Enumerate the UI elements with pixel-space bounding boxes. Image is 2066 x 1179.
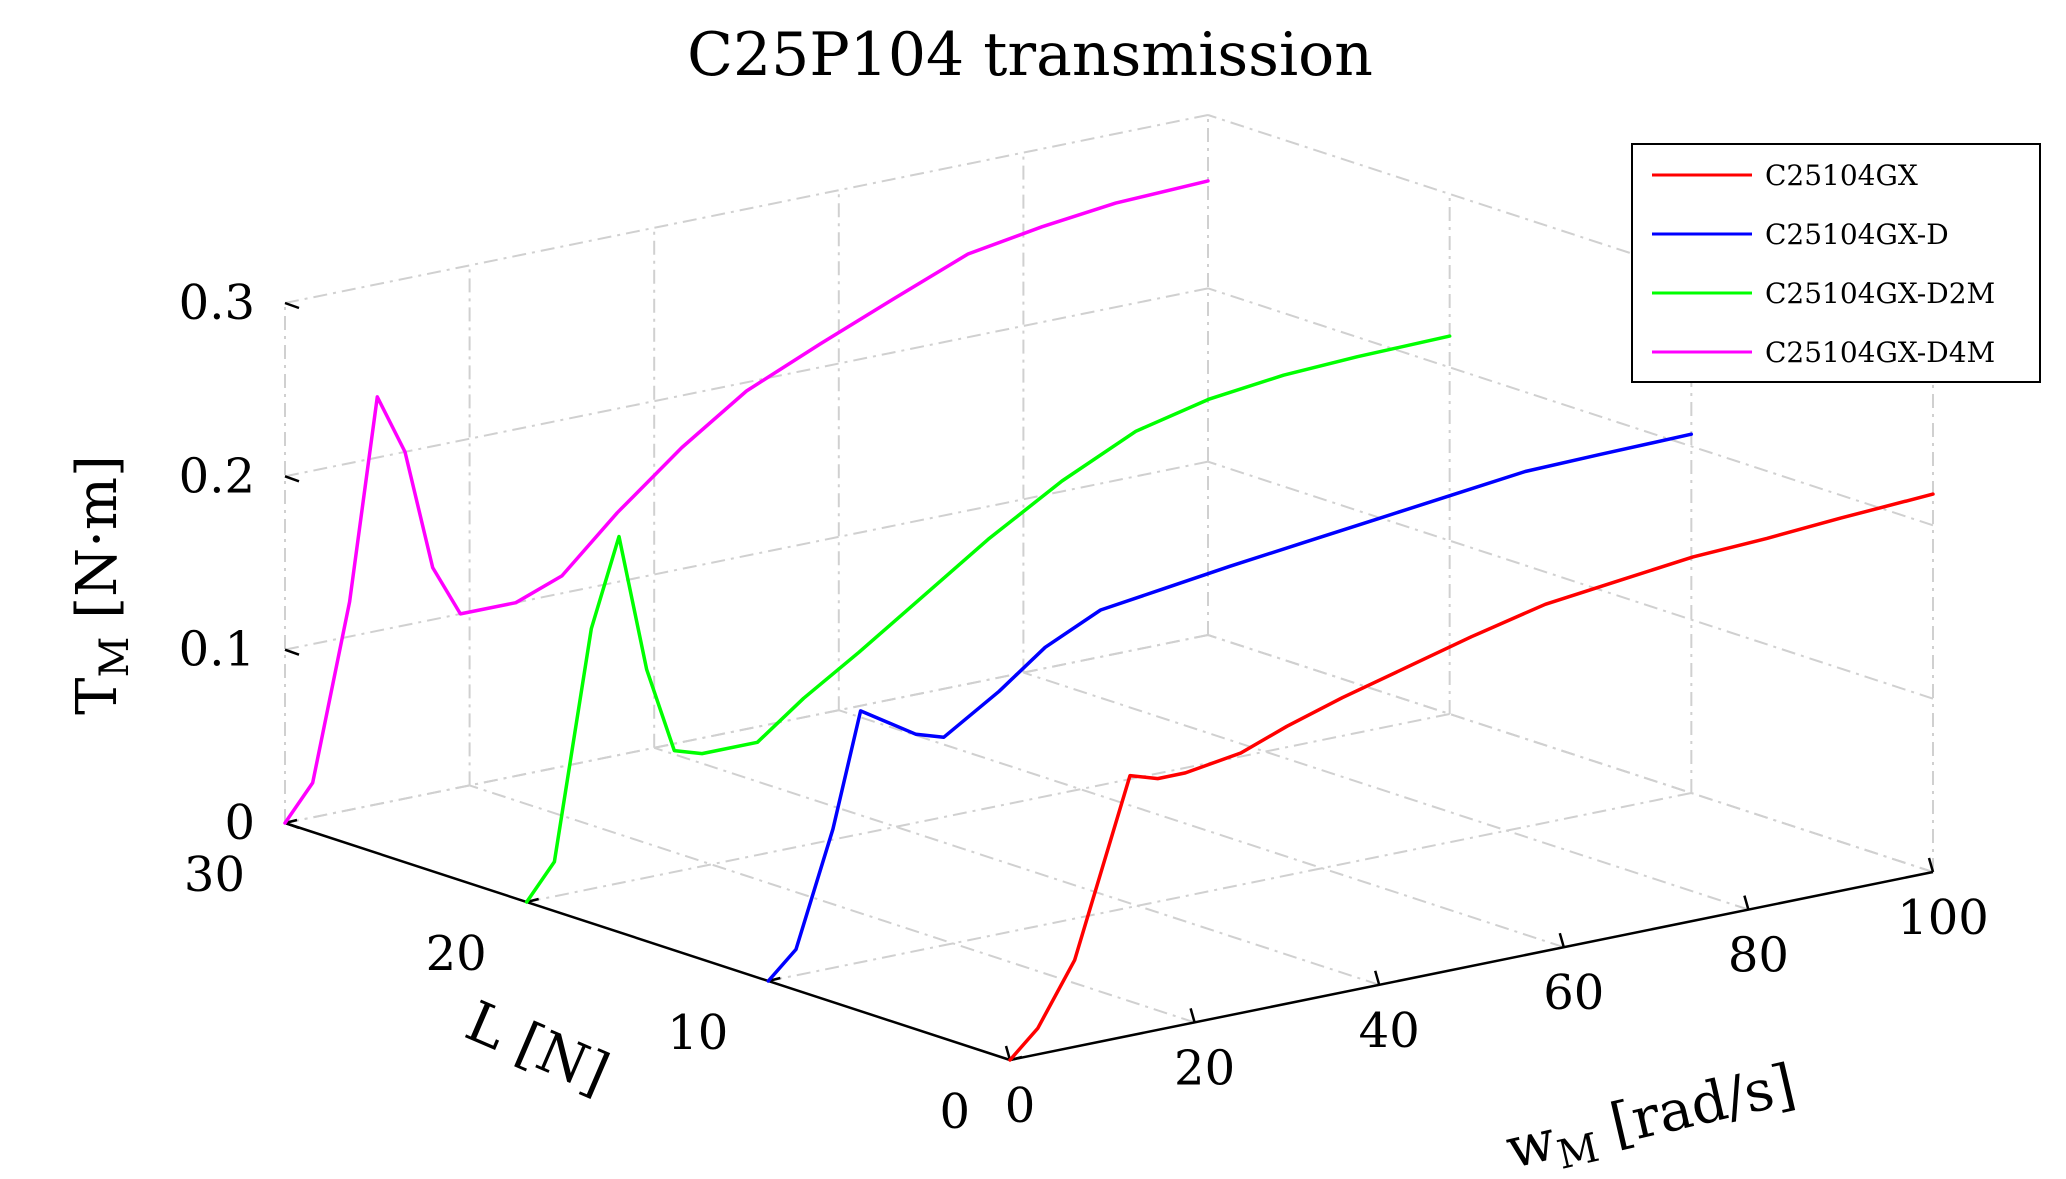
grid-line bbox=[284, 460, 1209, 651]
grid-line bbox=[1023, 671, 1749, 911]
legend-label: C25104GX-D bbox=[1765, 218, 1949, 251]
z-tick-label: 0.3 bbox=[179, 275, 255, 331]
z-tick-mark bbox=[284, 648, 300, 656]
grid-line bbox=[1207, 634, 1934, 873]
x-tick-mark bbox=[1004, 1045, 1012, 1061]
z-tick-mark bbox=[284, 821, 300, 830]
z-tick-label: 0 bbox=[224, 795, 255, 851]
series-line-c25104gx-d2m bbox=[524, 334, 1452, 904]
x-tick-mark bbox=[1189, 1008, 1196, 1023]
x-tick-label: 0 bbox=[1005, 1078, 1036, 1134]
series-line-c25104gx-d4m bbox=[283, 179, 1210, 825]
legend-label: C25104GX-D2M bbox=[1765, 277, 1995, 310]
grid-line bbox=[469, 784, 1195, 1024]
z-tick-mark bbox=[284, 475, 300, 483]
x-tick-mark bbox=[1558, 932, 1566, 948]
y-axis-line bbox=[284, 821, 1011, 1062]
y-tick-label: 0 bbox=[939, 1084, 970, 1140]
grid-line bbox=[768, 792, 1692, 982]
legend: C25104GX C25104GX-D C25104GX-D2M C25104GX-D… bbox=[1631, 143, 2041, 383]
grid-line bbox=[526, 713, 1450, 903]
legend-label: C25104GX bbox=[1765, 159, 1918, 192]
x-tick-label: 80 bbox=[1728, 928, 1789, 984]
z-tick-label: 0.1 bbox=[179, 622, 255, 678]
y-tick-label: 20 bbox=[426, 926, 487, 982]
x-tick-mark bbox=[1927, 857, 1935, 873]
x-tick-mark bbox=[1743, 895, 1750, 910]
y-tick-label: 10 bbox=[667, 1005, 728, 1061]
x-axis-label: wM [rad/s] bbox=[1500, 1052, 1803, 1179]
series-line-c25104gx bbox=[1008, 492, 1935, 1062]
grid-line bbox=[838, 709, 1565, 949]
series-lines bbox=[283, 179, 1935, 1062]
grid-line bbox=[284, 287, 1209, 478]
z-tick-mark bbox=[284, 301, 300, 310]
x-axis-line bbox=[1009, 870, 1934, 1062]
grid-line bbox=[1207, 460, 1934, 700]
y-axis-label: L [N] bbox=[457, 989, 618, 1107]
series-line-c25104gx-d bbox=[766, 432, 1694, 983]
grid-line bbox=[1207, 287, 1934, 527]
grid-line bbox=[653, 746, 1380, 986]
x-tick-label: 20 bbox=[1174, 1040, 1235, 1096]
grid-line bbox=[284, 114, 1209, 304]
chart-title: C25P104 transmission bbox=[687, 20, 1373, 90]
z-axis-label: TM [N·m] bbox=[65, 455, 138, 715]
legend-box bbox=[1631, 143, 2041, 383]
y-tick-label: 30 bbox=[184, 847, 245, 903]
x-tick-mark bbox=[1373, 970, 1381, 986]
x-tick-label: 40 bbox=[1359, 1003, 1420, 1059]
z-tick-label: 0.2 bbox=[179, 448, 255, 504]
legend-label: C25104GX-D4M bbox=[1765, 336, 1995, 369]
x-tick-label: 60 bbox=[1543, 965, 1604, 1021]
grid-line bbox=[284, 634, 1209, 824]
x-tick-label: 100 bbox=[1897, 890, 1989, 946]
